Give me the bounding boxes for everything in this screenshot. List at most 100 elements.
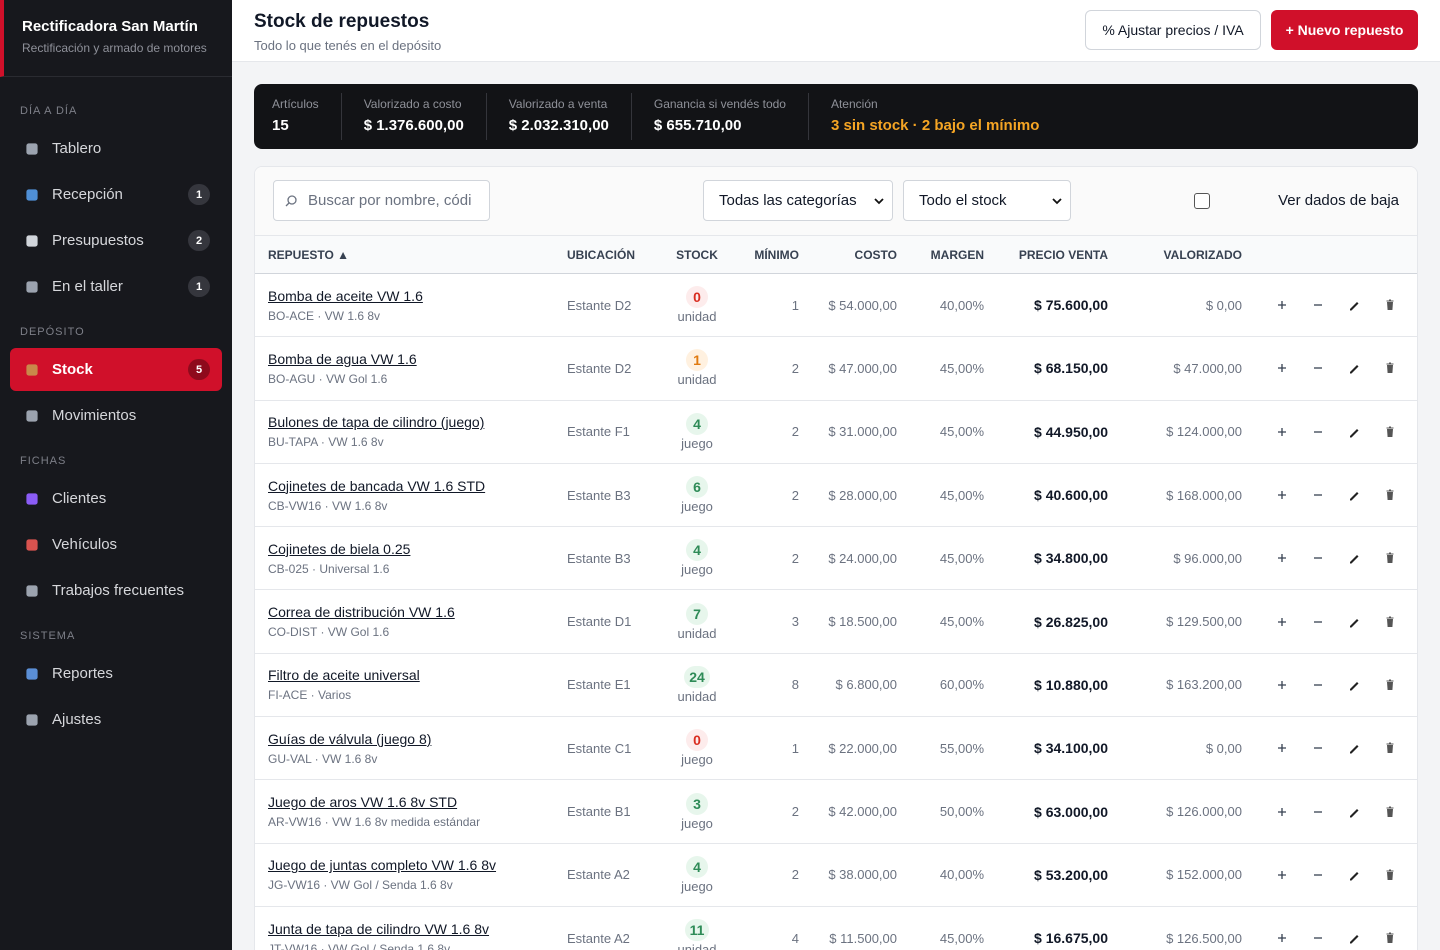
increase-button[interactable] [1272,865,1292,885]
column-header[interactable]: REPUESTO ▲ [268,247,350,262]
increase-button[interactable] [1272,802,1292,822]
nav-item[interactable]: En el taller 1 [10,265,222,308]
part-name[interactable]: Junta de tapa de cilindro VW 1.6 8v [268,920,490,937]
nav-badge: 2 [188,230,210,251]
edit-button[interactable] [1344,422,1364,442]
delete-button[interactable] [1380,358,1400,378]
table-row: Juego de aros VW 1.6 8v STD AR-VW16 · VW … [255,780,1417,844]
main: Stock de repuestos Todo lo que tenés en … [232,0,1440,950]
show-inactive-label[interactable]: Ver dados de baja [1278,192,1399,209]
edit-button[interactable] [1344,358,1364,378]
summary-stat: Atención 3 sin stock · 2 bajo el mínimo [831,93,1061,140]
row-actions [1242,802,1417,822]
increase-button[interactable] [1272,675,1292,695]
nav-item[interactable]: Reportes [10,652,222,695]
location: Estante B3 [567,550,631,566]
delete-button[interactable] [1380,485,1400,505]
nav-item[interactable]: Trabajos frecuentes [10,569,222,612]
delete-button[interactable] [1380,802,1400,822]
new-part-button[interactable]: + Nuevo repuesto [1271,10,1418,50]
edit-button[interactable] [1344,675,1364,695]
part-name[interactable]: Correa de distribución VW 1.6 [268,604,455,621]
increase-button[interactable] [1272,485,1292,505]
decrease-button[interactable] [1308,422,1328,442]
minimum: 2 [791,424,799,440]
decrease-button[interactable] [1308,548,1328,568]
summary-value: $ 1.376.600,00 [363,117,464,134]
category-select[interactable]: Todas las categorías [703,180,893,221]
edit-button[interactable] [1344,865,1364,885]
edit-button[interactable] [1344,738,1364,758]
edit-button[interactable] [1344,295,1364,315]
delete-button[interactable] [1380,738,1400,758]
nav-item[interactable]: Recepción 1 [10,173,222,216]
table-row: Bomba de agua VW 1.6 BO-AGU · VW Gol 1.6 E… [255,337,1417,401]
delete-button[interactable] [1380,865,1400,885]
part-name[interactable]: Cojinetes de bancada VW 1.6 STD [268,477,486,494]
increase-button[interactable] [1272,295,1292,315]
margin: 45,00% [939,550,984,566]
nav-item[interactable]: Clientes [10,477,222,520]
decrease-button[interactable] [1308,738,1328,758]
part-name[interactable]: Juego de aros VW 1.6 8v STD [268,794,458,811]
nav-item[interactable]: Ajustes [10,698,222,741]
nav-item[interactable]: Presupuestos 2 [10,219,222,262]
edit-button[interactable] [1344,548,1364,568]
decrease-button[interactable] [1308,485,1328,505]
increase-button[interactable] [1272,612,1292,632]
delete-button[interactable] [1380,675,1400,695]
increase-button[interactable] [1272,358,1292,378]
increase-button[interactable] [1272,422,1292,442]
decrease-button[interactable] [1308,612,1328,632]
edit-button[interactable] [1344,802,1364,822]
search-input[interactable]: Buscar por nombre, códi [273,180,490,221]
stock-cell: 0 unidad [657,286,737,324]
cost: $ 24.000,00 [828,550,897,566]
filters: Buscar por nombre, códi Todas las catego… [255,167,1417,235]
stock-select[interactable]: Todo el stock [903,180,1071,221]
brand: Rectificadora San Martín Rectificación y… [0,0,232,77]
decrease-button[interactable] [1308,358,1328,378]
adjust-prices-button[interactable]: % Ajustar precios / IVA [1085,10,1261,50]
decrease-button[interactable] [1308,295,1328,315]
decrease-button[interactable] [1308,675,1328,695]
part-name[interactable]: Bomba de aceite VW 1.6 [268,287,423,304]
summary-value: 3 sin stock · 2 bajo el mínimo [830,117,1040,134]
edit-button[interactable] [1344,612,1364,632]
delete-button[interactable] [1380,548,1400,568]
edit-button[interactable] [1344,928,1364,948]
part-name[interactable]: Juego de juntas completo VW 1.6 8v [268,857,497,874]
delete-button[interactable] [1380,612,1400,632]
show-inactive-checkbox[interactable] [1194,193,1210,209]
edit-button[interactable] [1344,485,1364,505]
nav: DÍA A DÍA Tablero Recepción 1 Presupuestos 2 E… [0,77,232,741]
nav-item[interactable]: Tablero [10,127,222,170]
nav-label: Movimientos [52,407,137,424]
decrease-button[interactable] [1308,928,1328,948]
delete-button[interactable] [1380,928,1400,948]
nav-label: Stock [52,361,93,378]
nav-item[interactable]: Movimientos [10,394,222,437]
cost: $ 6.800,00 [835,677,897,693]
part-name[interactable]: Bulones de tapa de cilindro (juego) [268,414,485,431]
decrease-button[interactable] [1308,802,1328,822]
increase-button[interactable] [1272,548,1292,568]
part-name[interactable]: Filtro de aceite universal [268,667,420,684]
table-row: Correa de distribución VW 1.6 CO-DIST · V… [255,590,1417,654]
decrease-button[interactable] [1308,865,1328,885]
nav-item[interactable]: Vehículos [10,523,222,566]
delete-button[interactable] [1380,295,1400,315]
delete-button[interactable] [1380,422,1400,442]
part-name[interactable]: Bomba de agua VW 1.6 [268,350,417,367]
nav-icon [26,538,38,551]
nav-item[interactable]: Stock 5 [10,348,222,391]
increase-button[interactable] [1272,928,1292,948]
valued: $ 168.000,00 [1166,487,1242,503]
margin: 40,00% [939,867,984,883]
part-name[interactable]: Guías de válvula (juego 8) [268,730,432,747]
valued: $ 124.000,00 [1166,424,1242,440]
increase-button[interactable] [1272,738,1292,758]
part-name[interactable]: Cojinetes de biela 0.25 [268,540,411,557]
stock-unit: juego [681,435,713,451]
header: Stock de repuestos Todo lo que tenés en … [232,0,1440,62]
